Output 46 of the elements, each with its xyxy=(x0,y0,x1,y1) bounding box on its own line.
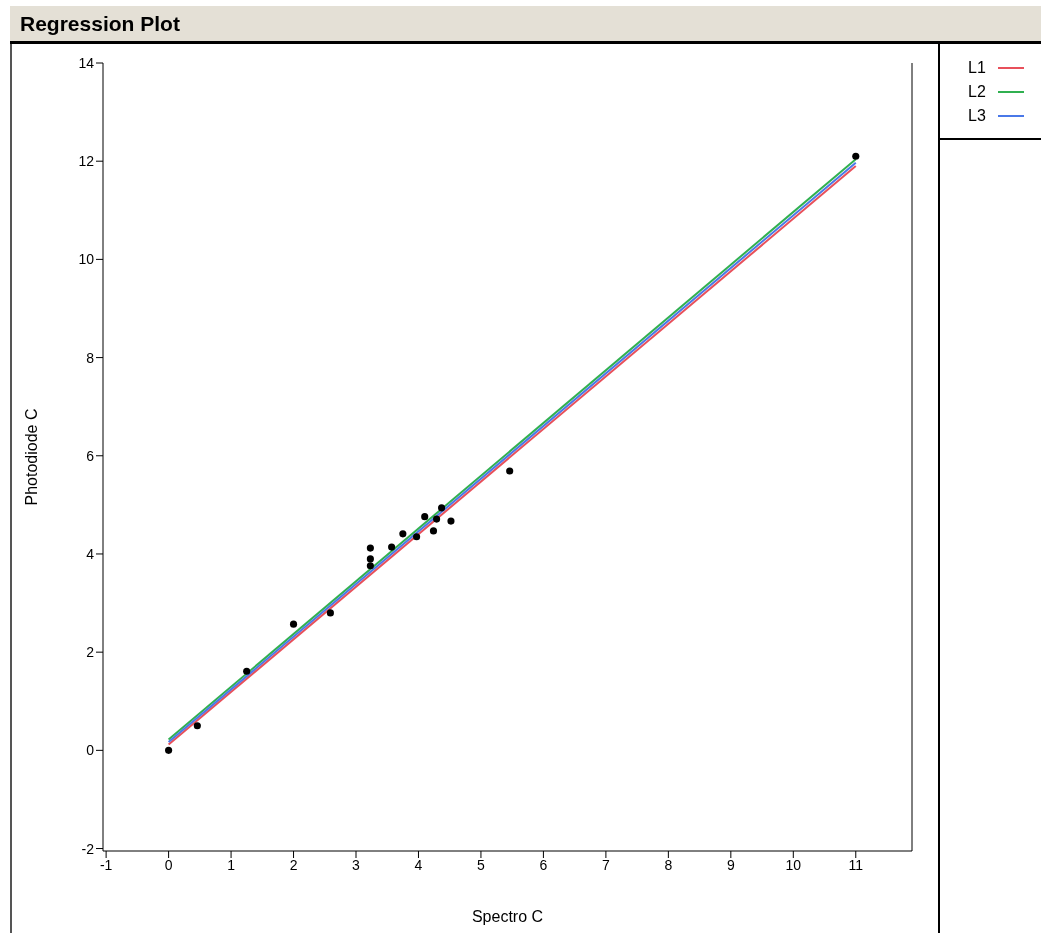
point xyxy=(366,555,374,563)
point xyxy=(289,620,298,628)
x-tick-label: 3 xyxy=(352,856,361,873)
point xyxy=(447,517,455,525)
legend-label: L2 xyxy=(968,83,987,101)
x-tick-label: 9 xyxy=(726,856,735,873)
x-tick-label: 5 xyxy=(477,856,486,873)
y-tick-label: 8 xyxy=(86,349,95,366)
point xyxy=(165,746,173,754)
point xyxy=(399,530,407,538)
point xyxy=(421,513,429,521)
x-axis-title: Spectro C xyxy=(471,908,544,925)
x-tick-label: 10 xyxy=(785,856,802,873)
x-tick-label: 7 xyxy=(601,856,610,873)
point xyxy=(852,152,860,160)
y-tick-label: 0 xyxy=(86,742,95,759)
x-tick-label: 11 xyxy=(848,856,864,873)
y-tick-label: 2 xyxy=(86,644,95,661)
point xyxy=(433,515,441,523)
y-tick-label: -2 xyxy=(81,840,95,857)
x-tick-label: 6 xyxy=(539,856,548,873)
point xyxy=(388,543,396,551)
point xyxy=(429,527,438,535)
legend-label: L1 xyxy=(968,59,987,77)
y-tick-label: 6 xyxy=(86,447,95,464)
x-tick-label: 4 xyxy=(414,856,423,873)
y-axis-title: Photodiode C xyxy=(22,408,40,506)
x-tick-label: 2 xyxy=(289,856,298,873)
legend-label: L3 xyxy=(968,107,987,125)
x-tick-label: 0 xyxy=(164,856,173,873)
x-tick-label: 8 xyxy=(664,856,673,873)
x-tick-label: 1 xyxy=(227,856,236,873)
x-tick-label: -1 xyxy=(99,856,113,873)
y-tick-label: 10 xyxy=(78,251,95,268)
y-tick-label: 14 xyxy=(78,54,95,71)
y-tick-label: 4 xyxy=(86,545,95,562)
y-tick-label: 12 xyxy=(78,153,95,170)
point xyxy=(366,544,374,552)
point xyxy=(438,504,446,512)
point xyxy=(326,609,334,617)
point xyxy=(366,562,374,570)
point xyxy=(506,467,514,475)
chart-title: Regression Plot xyxy=(20,12,180,36)
point xyxy=(193,722,201,730)
point xyxy=(243,667,251,675)
point xyxy=(413,533,421,541)
